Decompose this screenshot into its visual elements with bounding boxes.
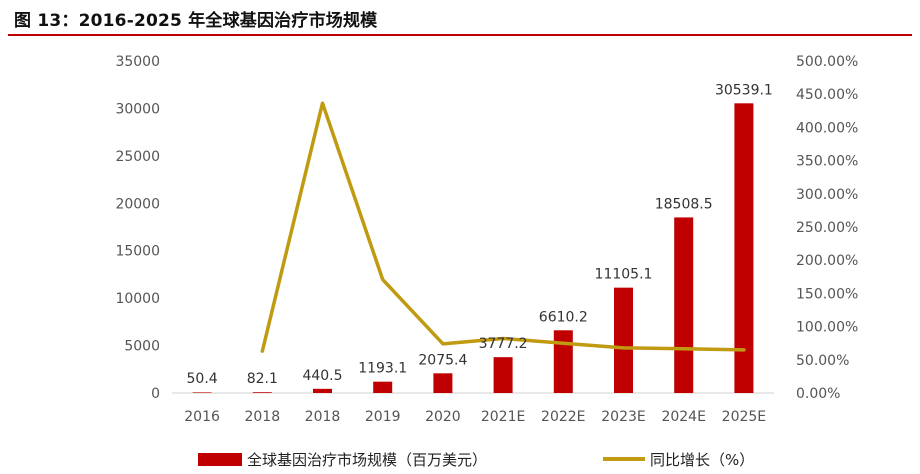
bar-data-label: 1193.1 [358,361,407,377]
right-tick-label: 450.00% [796,87,858,103]
left-tick-label: 5000 [124,339,160,355]
bar [553,330,573,393]
bar [192,392,212,393]
left-tick-label: 20000 [115,196,160,212]
bar-data-label: 50.4 [187,371,218,387]
x-tick-label: 2018 [305,409,341,425]
x-tick-label: 2021E [481,409,525,425]
bar-data-label: 82.1 [247,371,278,387]
right-tick-label: 250.00% [796,220,858,236]
figure-title: 图 13：2016-2025 年全球基因治疗市场规模 [14,11,378,31]
legend-bar-swatch [198,453,242,466]
bar [252,392,272,393]
right-axis: 0.00% 50.00% 100.00% 150.00% 200.00% 250.00% 3… [796,54,858,402]
right-tick-label: 350.00% [796,154,858,170]
right-tick-label: 150.00% [796,286,858,302]
x-tick-label: 2016 [184,409,220,425]
bar-data-label: 6610.2 [539,309,588,325]
left-tick-label: 25000 [115,149,160,165]
x-tick-label: 2019 [365,409,401,425]
x-tick-label: 2018 [244,409,280,425]
bar [373,381,393,393]
x-tick-label: 2025E [722,409,766,425]
left-axis: 0 5000 10000 15000 20000 25000 30000 35000 [115,54,160,402]
right-tick-label: 50.00% [796,353,849,369]
right-tick-label: 200.00% [796,253,858,269]
bar-data-label: 30539.1 [715,82,773,98]
x-tick-label: 2023E [601,409,645,425]
right-tick-label: 300.00% [796,187,858,203]
bar-data-label: 18508.5 [655,196,713,212]
right-tick-label: 400.00% [796,120,858,136]
bar-labels: 50.4 82.1 440.5 1193.1 2075.4 3777.2 6610.2 111… [187,82,773,387]
bar-data-label: 2075.4 [418,352,467,368]
title-rule [8,34,912,36]
right-tick-label: 0.00% [796,386,840,402]
left-tick-label: 15000 [115,244,160,260]
left-tick-label: 30000 [115,101,160,117]
left-tick-label: 0 [151,386,160,402]
bar [674,217,694,393]
bar [313,388,332,393]
bar-data-label: 3777.2 [479,336,528,352]
right-tick-label: 500.00% [796,54,858,70]
x-ticks: 2016 2018 2018 2019 2020 2021E 2022E 2023E 2024E… [184,409,766,425]
bar [734,103,754,393]
legend-bar-label: 全球基因治疗市场规模（百万美元） [247,451,487,469]
bar-data-label: 440.5 [302,368,342,384]
bar [614,287,633,393]
left-tick-label: 35000 [115,54,160,70]
left-tick-label: 10000 [115,291,160,307]
bar [433,373,453,393]
legend: 全球基因治疗市场规模（百万美元） 同比增长（%） [198,451,754,469]
legend-line-label: 同比增长（%） [650,451,754,469]
x-tick-label: 2022E [541,409,585,425]
growth-line [260,101,746,353]
x-tick-label: 2024E [661,409,705,425]
x-tick-label: 2020 [425,409,461,425]
bar [493,357,513,393]
right-tick-label: 100.00% [796,320,858,336]
bar-data-label: 11105.1 [595,267,653,283]
